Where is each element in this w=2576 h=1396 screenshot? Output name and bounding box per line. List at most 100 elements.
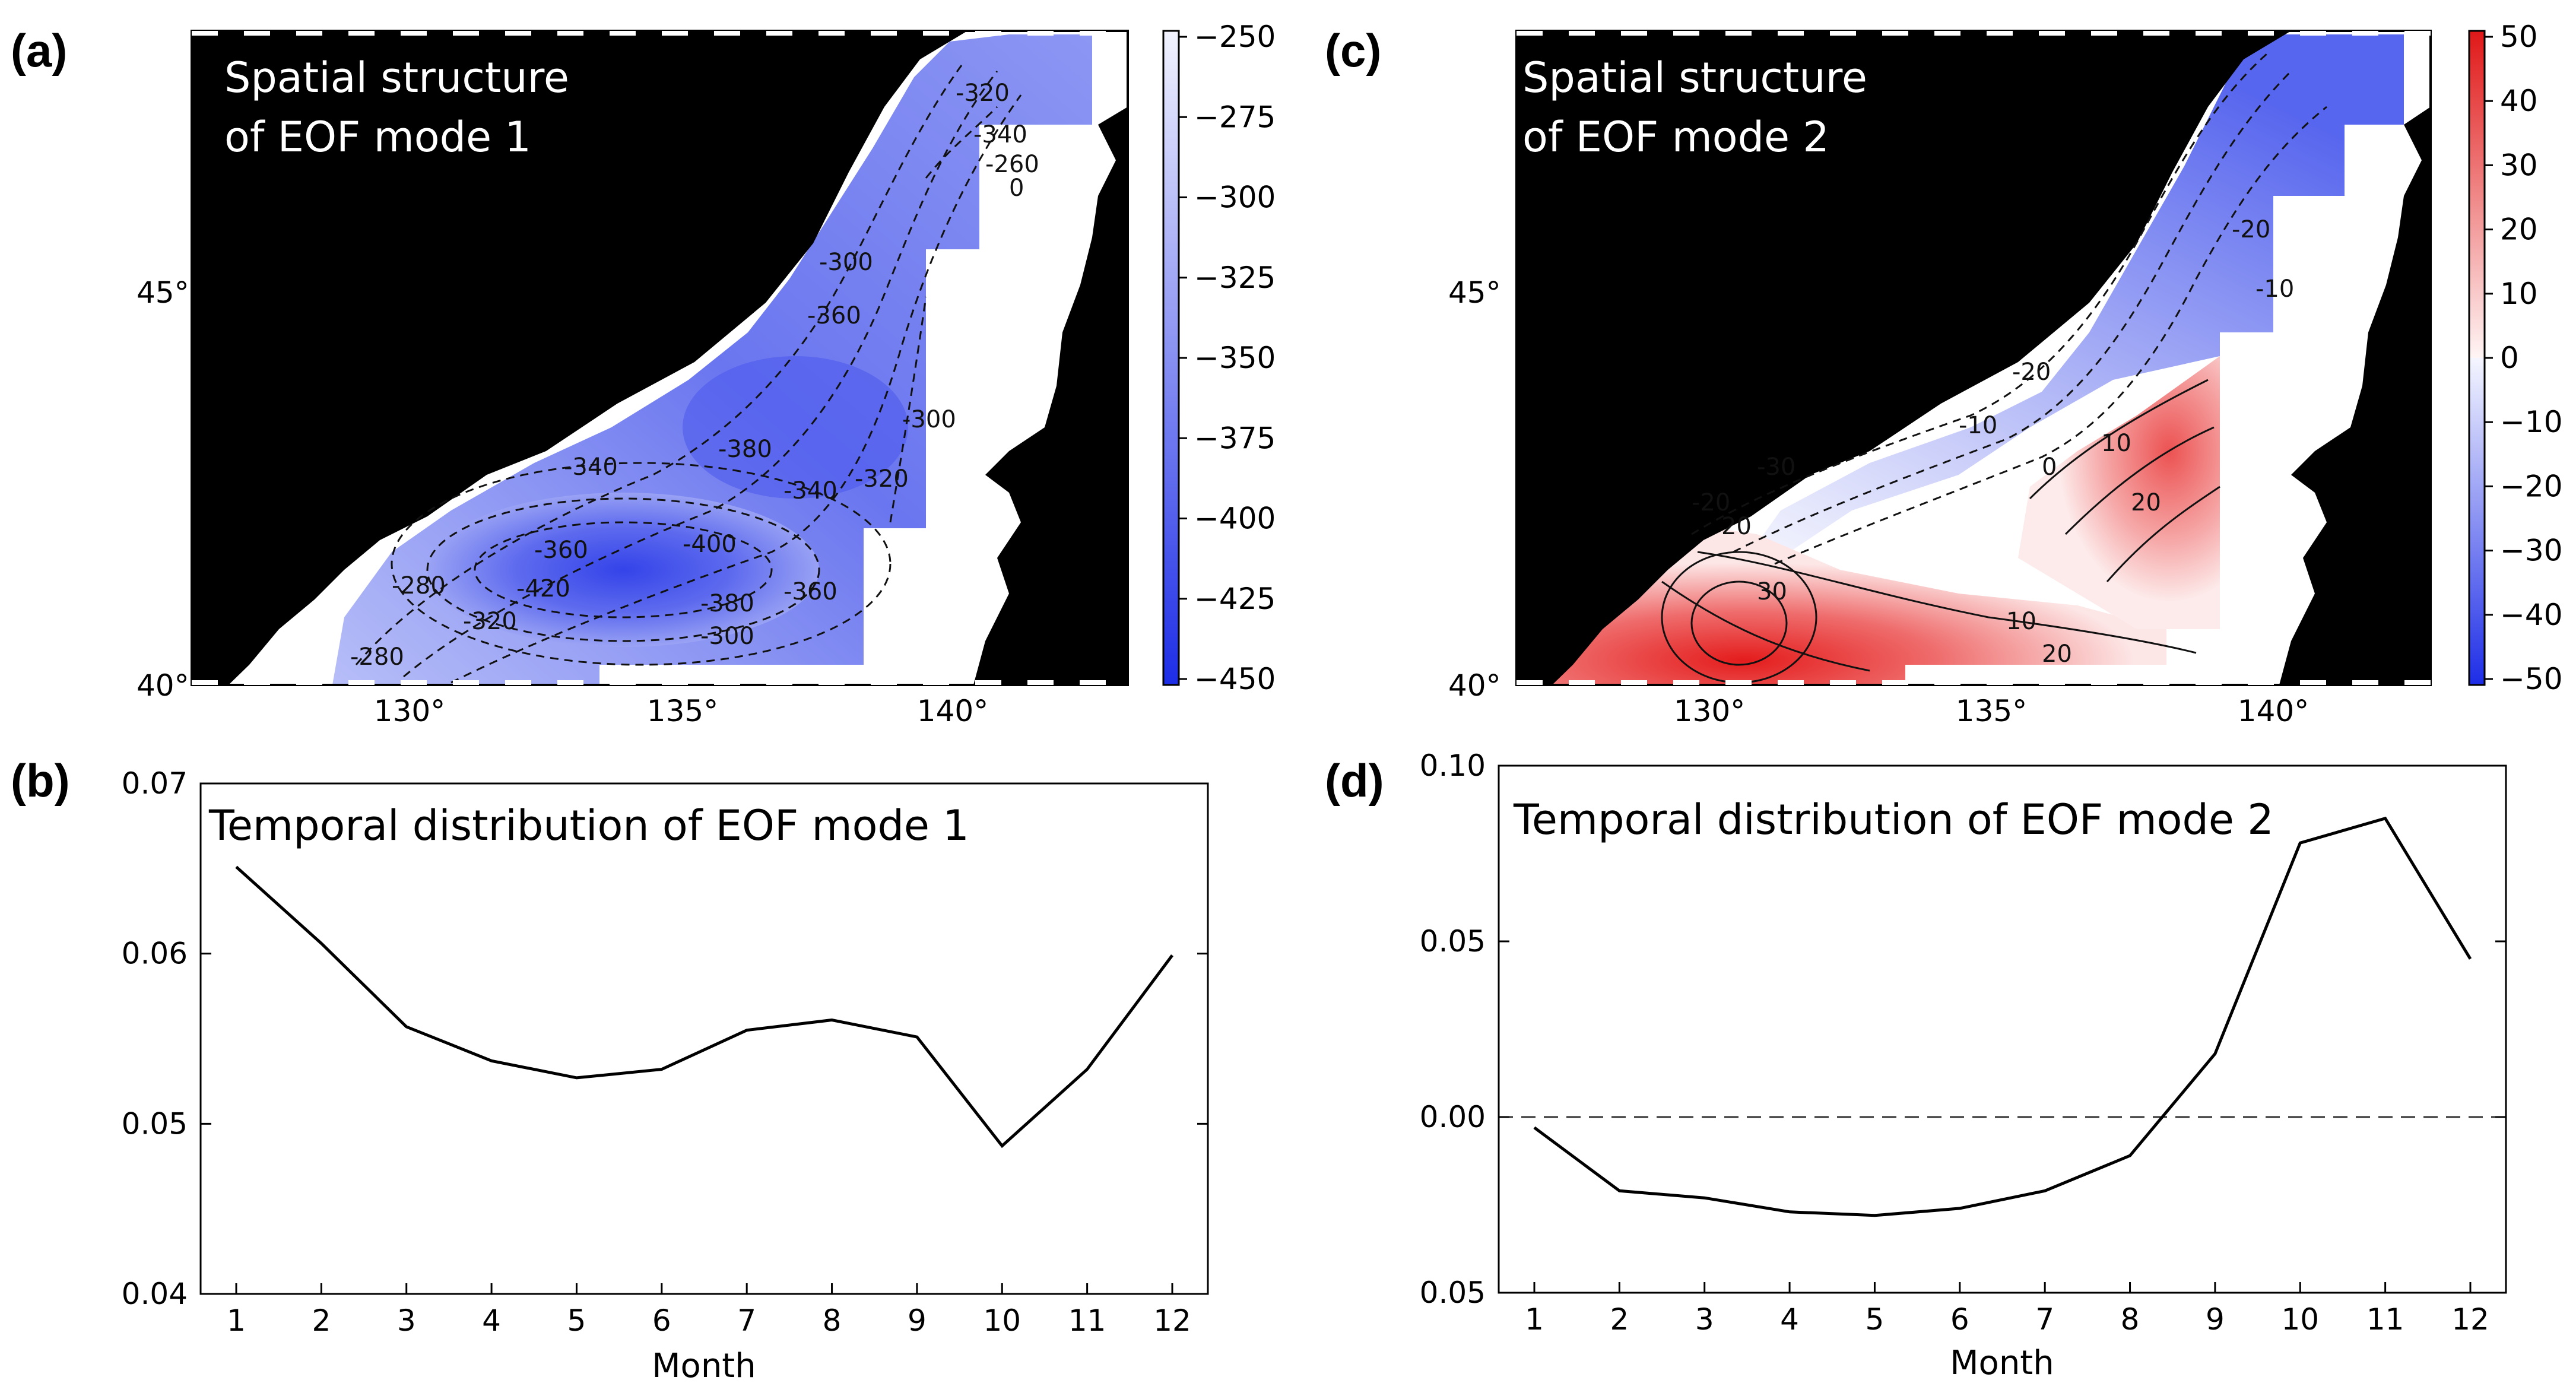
x-tick-label: 4 (1780, 1302, 1799, 1337)
plot-d-title: Temporal distribution of EOF mode 2 (1513, 795, 2274, 844)
plot-b-yticks: 0.07 0.06 0.05 0.04 (122, 766, 1208, 1311)
colorbar-tick-label: 50 (2500, 20, 2538, 54)
y-tick-label: 0.00 (1420, 1100, 1486, 1134)
colorbar-tick-label: −30 (2500, 534, 2563, 568)
contour-label: -380 (718, 436, 772, 463)
colorbar-tick-label: −300 (1194, 180, 1276, 215)
colorbar-tick-label: −450 (1194, 662, 1276, 696)
map-a-xtick-130: 130° (374, 694, 445, 728)
colorbar-tick-label: 40 (2500, 84, 2538, 118)
colorbar-tick-label: 0 (2500, 341, 2519, 375)
map-c-ytick-45: 45° (1448, 275, 1501, 310)
map-c-contour-labels: -20 -10 -30 -20 -10 0 10 20 30 20 10 20 … (1692, 216, 2294, 668)
map-c-red-field-south (1517, 522, 2166, 685)
map-a-core (427, 493, 819, 647)
contour-label: -400 (683, 531, 737, 558)
y-tick-label: 0.05 (1420, 924, 1486, 959)
y-tick-label: 0.05 (122, 1106, 188, 1141)
contour-label: -20 (1692, 489, 1730, 516)
contour-label: -30 (1757, 453, 1795, 481)
map-a-xtick-135: 135° (647, 694, 718, 728)
map-a-ytick-40: 40° (137, 668, 189, 703)
map-c-frame (1515, 30, 2432, 686)
contour-label: 10 (2006, 608, 2036, 635)
contour-label: -320 (855, 465, 909, 493)
series-line-b (235, 865, 1174, 1148)
colorbar-tick-label: −425 (1194, 582, 1276, 616)
series-line-d (1533, 816, 2472, 1217)
y-tick-label: 0.10 (1420, 748, 1486, 783)
colorbar-tick-label: −325 (1194, 261, 1276, 295)
x-tick-label: 4 (482, 1303, 501, 1338)
map-c-xtick-140: 140° (2238, 694, 2309, 728)
x-tick-label: 7 (2035, 1302, 2054, 1337)
contour-label: -20 (2232, 216, 2270, 243)
map-c-negative-contours (1691, 52, 2327, 565)
x-tick-label: 8 (2121, 1302, 2140, 1337)
colorbar-tick-label: −275 (1194, 100, 1276, 134)
x-tick-label: 11 (1068, 1303, 1106, 1338)
map-c-positive-contours (1661, 379, 2220, 684)
colorbar-tick-label: −10 (2500, 405, 2563, 439)
x-tick-label: 6 (1950, 1302, 1969, 1337)
contour-label: -10 (2255, 275, 2294, 303)
map-c-blue-field (1721, 34, 2404, 594)
colorbar-tick-label: −50 (2500, 662, 2563, 696)
colorbar-tick-label: −250 (1194, 20, 1276, 54)
colorbar-tick-label: −400 (1194, 502, 1276, 536)
colorbar-tick-label: −350 (1194, 341, 1276, 375)
map-c-xtick-135: 135° (1956, 694, 2027, 728)
colorbar-a-ticks: −250 −275 −300 −325 −350 −375 −400 −425 −450 (1179, 20, 1276, 696)
x-tick-label: 3 (1695, 1302, 1714, 1337)
contour-label: -340 (564, 453, 618, 481)
contour-label: -360 (807, 302, 861, 329)
map-a-contour-labels: -320 -340 -300 -360 -380 -400 -420 -280 … (350, 80, 1039, 671)
map-a: Spatial structure of EOF mode 1 -320 -34… (191, 30, 1129, 686)
contour-label: -10 (1959, 412, 1997, 439)
x-tick-label: 10 (2281, 1302, 2319, 1337)
colorbar-tick-label: 10 (2500, 277, 2538, 311)
map-a-land-japan (973, 31, 1128, 685)
contour-label: -300 (902, 406, 956, 433)
colorbar-c-ticks: 50 40 30 20 10 0 −10 −20 −30 −40 −50 (2485, 20, 2563, 696)
colorbar-tick-label: 20 (2500, 212, 2538, 247)
map-a-ytick-45: 45° (137, 275, 189, 310)
map-c-title-line1: Spatial structure (1522, 53, 1867, 102)
x-tick-label: 2 (312, 1303, 331, 1338)
contour-label: -280 (350, 643, 404, 671)
colorbar-tick-label: −375 (1194, 421, 1276, 455)
contour-label: -280 (392, 572, 446, 599)
contour-label: 30 (1757, 578, 1787, 605)
colorbar-tick-label: −20 (2500, 469, 2563, 503)
contour-label: -260 (985, 151, 1039, 178)
x-tick-label: 12 (2451, 1302, 2489, 1337)
y-tick-label: 0.05 (1420, 1276, 1486, 1310)
map-c-ytick-40: 40° (1448, 668, 1501, 703)
contour-label: -340 (783, 477, 837, 505)
plot-b-xticks: 1 2 3 4 5 6 7 8 9 10 11 12 (227, 1283, 1191, 1338)
y-tick-label: 0.04 (122, 1277, 188, 1311)
x-tick-label: 9 (2206, 1302, 2225, 1337)
contour-label: 0 (1009, 174, 1024, 202)
x-tick-label: 9 (908, 1303, 927, 1338)
map-c-title-line2: of EOF mode 2 (1522, 113, 1829, 161)
map-a-contours (355, 65, 1022, 684)
x-tick-label: 11 (2366, 1302, 2404, 1337)
x-tick-label: 1 (1525, 1302, 1544, 1337)
y-tick-label: 0.06 (122, 937, 188, 971)
contour-label: -20 (2012, 358, 2051, 386)
map-a-frame (191, 30, 1129, 686)
x-tick-label: 7 (737, 1303, 756, 1338)
map-a-title-line1: Spatial structure (224, 53, 569, 102)
contour-label: 20 (2042, 640, 2072, 668)
plot-b-frame (199, 782, 1209, 1295)
contour-label: -300 (819, 249, 873, 276)
contour-label: 10 (2101, 430, 2131, 457)
x-tick-label: 8 (823, 1303, 842, 1338)
plot-d-yticks: 0.10 0.05 0.00 0.05 (1420, 748, 2506, 1310)
map-c: Spatial structure of EOF mode 2 -20 -10 … (1515, 30, 2432, 686)
contour-label: -380 (700, 590, 754, 617)
x-tick-label: 3 (397, 1303, 416, 1338)
contour-label: -360 (783, 578, 837, 605)
